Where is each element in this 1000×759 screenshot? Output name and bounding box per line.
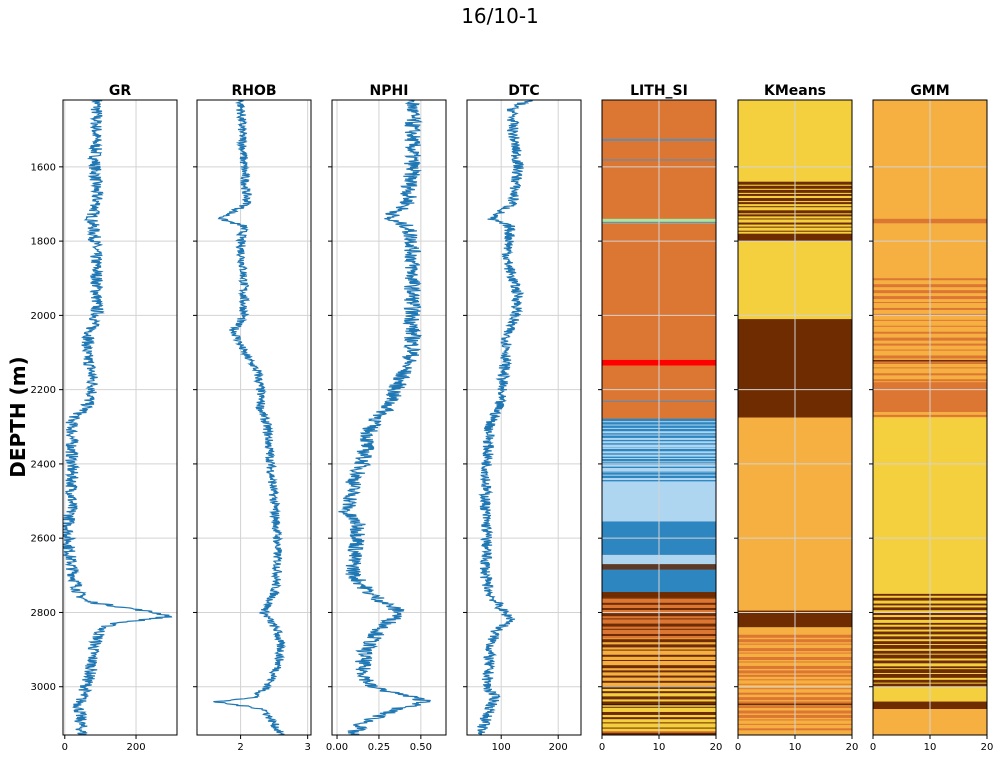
log-curve-dtc xyxy=(477,100,533,735)
panel-frame xyxy=(331,99,447,736)
x-tick-label: 0.00 xyxy=(326,742,348,753)
track-kmeans: KMeans 0 10 20 xyxy=(734,83,858,753)
curve-group xyxy=(213,100,287,735)
track-rhob: RHOB 2 3 xyxy=(193,83,312,753)
y-tick-label: 2400 xyxy=(31,459,56,470)
track-dtc: DTC 100 200 xyxy=(463,83,582,753)
panel-title: KMeans xyxy=(764,83,826,99)
x-tick-label: 0 xyxy=(599,742,605,753)
panel-title: GMM xyxy=(910,83,949,99)
panel-title: RHOB xyxy=(231,83,276,99)
y-tick-label: 2600 xyxy=(31,534,56,545)
y-tick-label: 1600 xyxy=(31,162,56,173)
y-tick-label: 2000 xyxy=(31,311,56,322)
track-nphi: NPHI 0.00 0.25 0.50 xyxy=(326,83,447,753)
x-tick-label: 200 xyxy=(126,742,145,753)
log-curve-rhob xyxy=(213,100,287,735)
x-tick-label: 0 xyxy=(62,742,68,753)
panel-title: NPHI xyxy=(370,83,409,99)
y-tick-label: 2200 xyxy=(31,385,56,396)
x-tick-label: 20 xyxy=(981,742,994,753)
x-tick-label: 100 xyxy=(492,742,511,753)
y-tick-label: 3000 xyxy=(31,682,56,693)
x-tick-label: 3 xyxy=(304,742,310,753)
x-tick-label: 2 xyxy=(237,742,243,753)
track-lith_si: LITH_SI 0 10 20 xyxy=(598,83,722,753)
panel-title: DTC xyxy=(508,83,539,99)
x-tick-label: 200 xyxy=(549,742,568,753)
x-tick-label: 0.50 xyxy=(410,742,432,753)
panel-frame xyxy=(196,99,312,736)
x-tick-label: 20 xyxy=(846,742,859,753)
x-tick-label: 20 xyxy=(710,742,723,753)
log-curve-gr xyxy=(63,100,173,735)
panel-title: LITH_SI xyxy=(630,83,688,99)
x-tick-label: 0 xyxy=(870,742,876,753)
panel-frame xyxy=(466,99,582,736)
log-curve-nphi xyxy=(338,100,431,735)
panel-frame xyxy=(62,99,178,736)
x-tick-label: 10 xyxy=(924,742,937,753)
track-gr: GR 0 200 1600 1800 2000 2200 2400 2600 2800 3000 xyxy=(31,83,178,753)
y-tick-label: 2800 xyxy=(31,608,56,619)
x-tick-label: 10 xyxy=(653,742,666,753)
y-tick-label: 1800 xyxy=(31,237,56,248)
track-gmm: GMM 0 10 20 xyxy=(869,83,993,753)
curve-group xyxy=(477,100,533,735)
figure-title: 16/10-1 xyxy=(461,4,539,28)
x-tick-label: 0.25 xyxy=(368,742,390,753)
curve-group xyxy=(63,100,173,735)
x-tick-label: 0 xyxy=(735,742,741,753)
panel-title: GR xyxy=(109,83,131,99)
x-tick-label: 10 xyxy=(789,742,802,753)
curve-group xyxy=(338,100,431,735)
